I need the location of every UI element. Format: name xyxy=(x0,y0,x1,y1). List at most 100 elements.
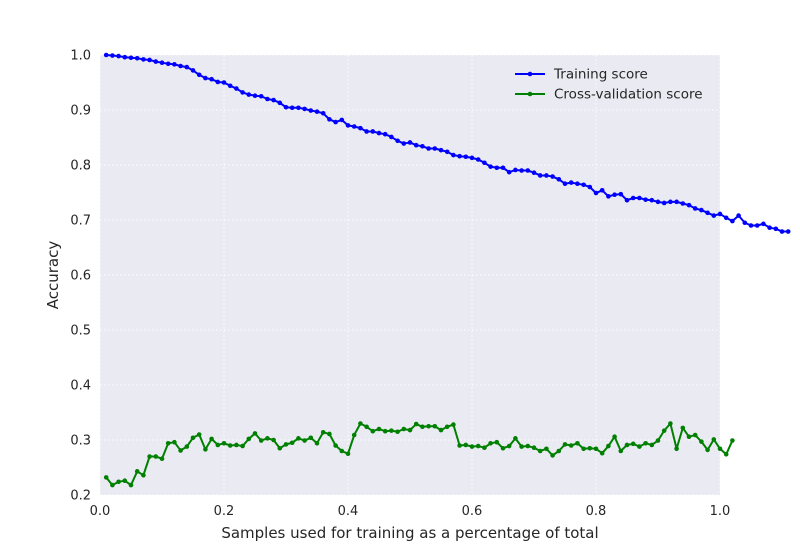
legend-label: Cross-validation score xyxy=(554,87,703,103)
data-point xyxy=(407,140,413,145)
y-tick-label: 0.9 xyxy=(70,104,91,119)
data-point xyxy=(240,90,245,95)
data-point xyxy=(699,207,704,213)
data-point xyxy=(395,429,400,435)
data-point xyxy=(413,142,419,148)
data-point xyxy=(308,435,314,441)
data-point xyxy=(730,218,735,224)
series-training-score xyxy=(103,52,791,234)
data-point xyxy=(531,445,537,451)
data-point xyxy=(723,452,729,457)
data-point xyxy=(500,165,506,171)
data-point xyxy=(593,446,599,452)
data-point xyxy=(147,57,152,63)
data-point xyxy=(606,194,611,199)
data-point xyxy=(190,68,196,73)
data-point xyxy=(754,223,760,228)
x-axis-ticks: 0.0 0.2 0.4 0.6 0.8 1.0 xyxy=(90,504,731,519)
data-point xyxy=(612,192,617,197)
data-point xyxy=(376,426,382,432)
data-point xyxy=(221,441,227,446)
data-point xyxy=(215,442,221,448)
data-point xyxy=(234,442,239,448)
data-point xyxy=(444,149,450,155)
data-point xyxy=(364,424,369,430)
data-point xyxy=(227,83,233,89)
data-point xyxy=(686,202,692,208)
data-point xyxy=(196,432,202,437)
data-point xyxy=(271,437,276,443)
data-point xyxy=(134,56,140,61)
legend-item: Cross-validation score xyxy=(515,87,703,103)
data-point xyxy=(289,440,295,446)
data-point xyxy=(159,60,165,65)
data-point xyxy=(401,426,407,432)
data-point xyxy=(556,177,562,182)
data-point xyxy=(451,422,456,427)
data-point xyxy=(494,439,500,445)
data-point xyxy=(277,445,283,451)
y-tick-label: 0.4 xyxy=(70,379,91,394)
data-point xyxy=(556,448,562,454)
data-point xyxy=(463,442,469,448)
data-point xyxy=(159,456,165,462)
data-point xyxy=(382,131,388,137)
data-point xyxy=(234,86,239,91)
data-point xyxy=(407,427,413,433)
x-tick-label: 0.4 xyxy=(338,504,359,519)
data-point xyxy=(544,446,549,452)
data-point xyxy=(630,195,636,201)
data-point xyxy=(116,479,121,485)
data-point xyxy=(624,197,630,203)
data-point xyxy=(537,173,543,178)
data-point xyxy=(494,165,500,171)
data-point xyxy=(723,215,729,221)
data-point xyxy=(141,57,146,62)
data-point xyxy=(599,450,605,456)
data-point xyxy=(302,438,307,443)
data-point xyxy=(717,211,723,217)
data-point xyxy=(475,443,481,449)
data-point xyxy=(661,428,667,433)
y-axis-ticks: 0.2 0.3 0.4 0.5 0.6 0.7 0.8 0.9 1.0 xyxy=(70,49,91,504)
series-layer xyxy=(103,52,791,488)
data-point xyxy=(711,213,717,218)
y-tick-label: 0.2 xyxy=(70,489,91,504)
data-point xyxy=(333,119,338,125)
data-point xyxy=(457,443,462,448)
data-point xyxy=(184,64,190,70)
data-point xyxy=(451,152,456,158)
data-point xyxy=(153,454,159,459)
data-point xyxy=(246,436,252,442)
data-point xyxy=(767,225,772,230)
data-point xyxy=(705,447,710,453)
data-point xyxy=(593,190,599,196)
data-point xyxy=(506,169,512,175)
data-point xyxy=(612,434,617,440)
data-point xyxy=(488,441,493,446)
data-point xyxy=(333,443,338,448)
data-point xyxy=(525,168,531,173)
data-point xyxy=(395,138,400,144)
data-point xyxy=(103,475,109,480)
data-point xyxy=(327,117,332,122)
data-point xyxy=(196,72,202,78)
legend-item: Training score xyxy=(515,67,648,83)
y-axis-label: Accuracy xyxy=(44,241,62,310)
y-tick-label: 1.0 xyxy=(70,49,91,64)
data-point xyxy=(674,446,679,452)
data-point xyxy=(351,124,357,129)
data-point xyxy=(172,439,177,445)
data-point xyxy=(258,93,264,99)
data-point xyxy=(110,53,115,58)
legend-marker xyxy=(527,71,533,77)
data-point xyxy=(661,200,667,206)
data-point xyxy=(475,157,481,162)
data-point xyxy=(618,191,624,197)
data-point xyxy=(463,154,469,160)
x-tick-label: 0.0 xyxy=(90,504,111,519)
data-point xyxy=(215,79,221,85)
grid-lines xyxy=(99,54,721,496)
data-point xyxy=(401,141,407,146)
